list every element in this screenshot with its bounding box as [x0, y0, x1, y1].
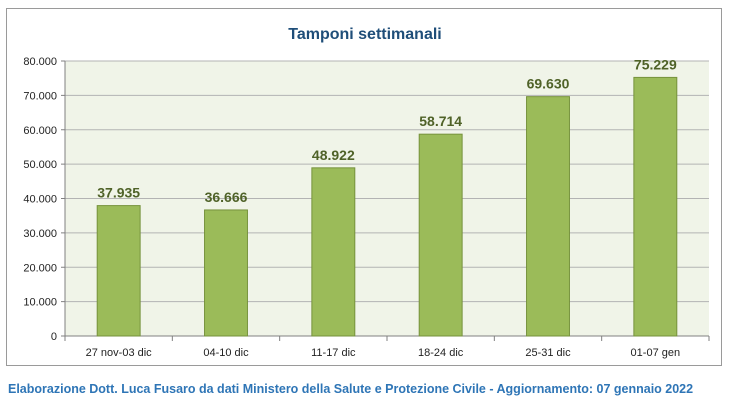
data-label: 69.630 [527, 76, 570, 92]
bar [526, 96, 570, 337]
y-tick-label: 50.000 [23, 159, 57, 171]
x-tick-label: 25-31 dic [525, 347, 571, 359]
x-tick-label: 11-17 dic [311, 347, 356, 359]
y-tick-label: 80.000 [23, 56, 57, 68]
y-tick-label: 60.000 [23, 125, 57, 137]
bar-chart: Tamponi settimanali 0 10.000 20.000 30.000 4… [23, 26, 710, 359]
x-tick-label: 04-10 dic [203, 347, 249, 359]
bar [96, 205, 141, 337]
bar [204, 209, 248, 337]
data-label: 58.714 [419, 113, 462, 129]
y-tick-label: 40.000 [23, 194, 57, 206]
y-tick-label: 30.000 [23, 228, 57, 240]
chart-frame: Tamponi settimanali 0 10.000 20.000 30.000 4… [6, 8, 722, 366]
y-tick-label: 20.000 [23, 262, 57, 274]
data-label: 37.935 [97, 185, 140, 201]
data-label: 36.666 [205, 189, 248, 205]
x-tick-label: 18-24 dic [418, 347, 464, 359]
source-footer: Elaborazione Dott. Luca Fusaro da dati M… [8, 382, 694, 396]
bar [418, 133, 463, 337]
y-tick-label: 10.000 [23, 297, 57, 309]
chart-title: Tamponi settimanali [288, 26, 442, 43]
data-label: 75.229 [634, 56, 677, 72]
y-tick-label: 70.000 [23, 90, 57, 102]
x-tick-label: 27 nov-03 dic [86, 347, 153, 359]
x-tick-label: 01-07 gen [631, 347, 681, 359]
y-tick-label: 0 [51, 331, 57, 343]
bar [633, 76, 678, 337]
data-label: 48.922 [312, 147, 355, 163]
bar [311, 167, 356, 337]
